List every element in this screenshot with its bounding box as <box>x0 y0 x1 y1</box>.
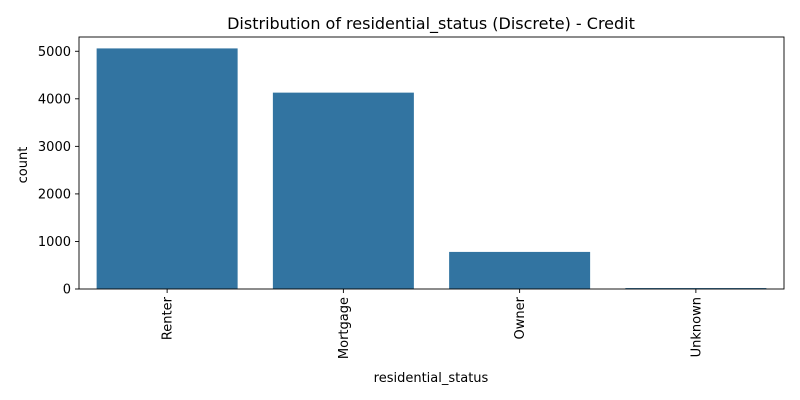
bars <box>96 48 767 290</box>
y-axis: 0 1000 2000 3000 4000 5000 <box>38 45 79 298</box>
bar-mortgage <box>272 92 414 289</box>
x-tick-label: Unknown <box>689 297 704 357</box>
y-tick-label: 5000 <box>38 45 71 60</box>
y-tick-label: 4000 <box>38 92 71 107</box>
plot-frame <box>78 36 785 290</box>
bar-owner <box>449 251 591 289</box>
x-axis-label: residential_status <box>374 371 489 386</box>
y-axis-label: count <box>16 147 31 184</box>
x-tick-label: Renter <box>161 296 176 340</box>
chart-title: Distribution of residential_status (Disc… <box>227 14 635 34</box>
x-tick-label: Mortgage <box>337 297 352 359</box>
y-tick-label: 0 <box>63 283 71 298</box>
y-tick-label: 2000 <box>38 187 71 202</box>
bar-renter <box>96 48 238 290</box>
x-tick-label: Owner <box>513 296 528 339</box>
y-tick-label: 3000 <box>38 140 71 155</box>
x-axis: Renter Mortgage Owner Unknown <box>161 289 704 359</box>
y-tick-label: 1000 <box>38 235 71 250</box>
